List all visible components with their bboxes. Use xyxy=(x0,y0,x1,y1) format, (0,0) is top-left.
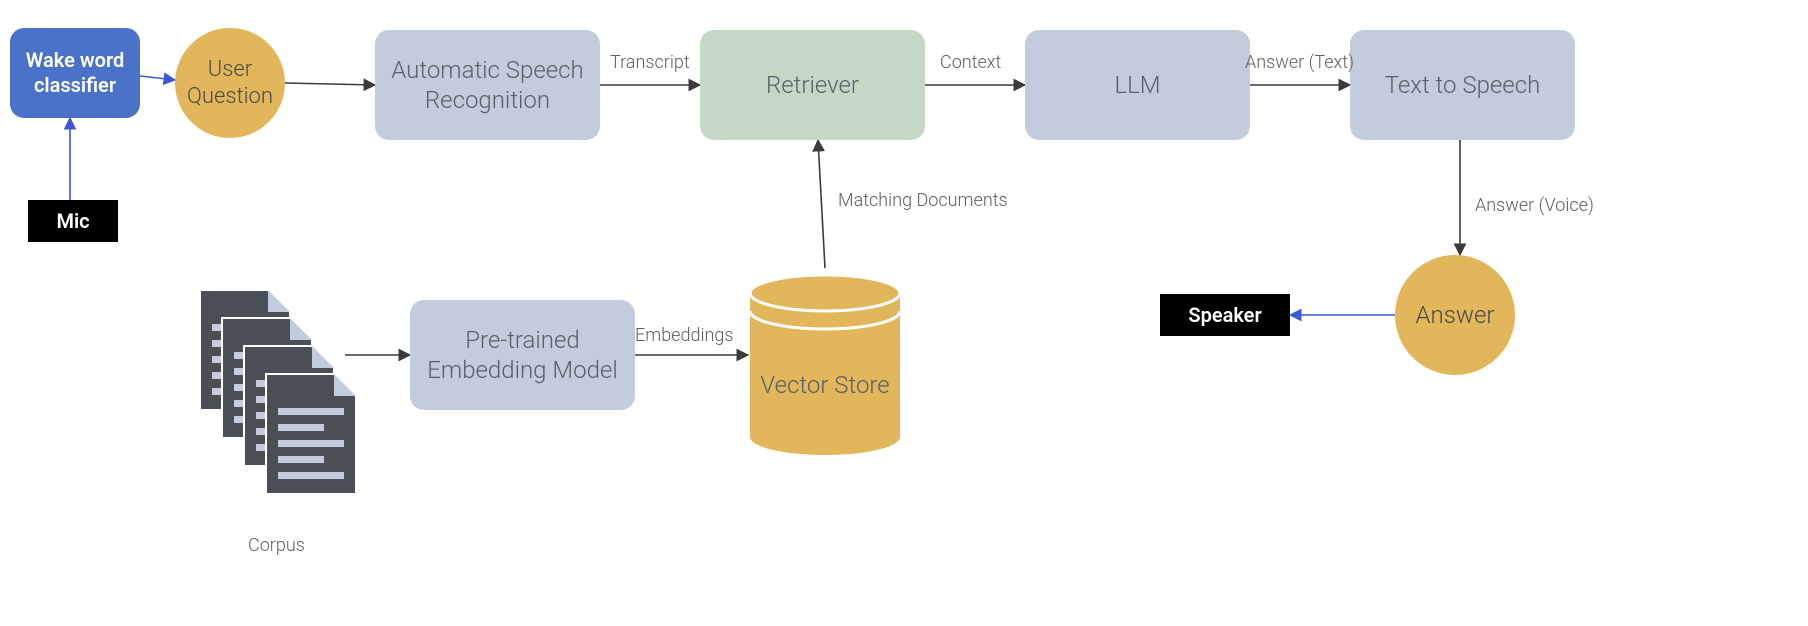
wake-word-classifier-label: Wake word classifier xyxy=(16,48,134,98)
mic-box: Mic xyxy=(28,200,118,242)
vector-store-cylinder xyxy=(750,275,900,455)
tts-box: Text to Speech xyxy=(1350,30,1575,140)
wake-word-classifier-box: Wake word classifier xyxy=(10,28,140,118)
user-question-label: User Question xyxy=(181,56,279,111)
asr-box: Automatic Speech Recognition xyxy=(375,30,600,140)
user-question-circle: User Question xyxy=(175,28,285,138)
retriever-box: Retriever xyxy=(700,30,925,140)
speaker-label: Speaker xyxy=(1188,303,1261,328)
embedding-model-box: Pre-trained Embedding Model xyxy=(410,300,635,410)
tts-label: Text to Speech xyxy=(1385,70,1541,100)
edge-vstore-retr xyxy=(818,140,825,268)
embedding-model-label: Pre-trained Embedding Model xyxy=(416,325,629,385)
llm-label: LLM xyxy=(1114,70,1160,100)
edge-label-llm-tts: Answer (Text) xyxy=(1245,52,1354,73)
answer-circle: Answer xyxy=(1395,255,1515,375)
corpus-documents-icon xyxy=(200,290,356,494)
llm-box: LLM xyxy=(1025,30,1250,140)
speaker-box: Speaker xyxy=(1160,294,1290,336)
asr-label: Automatic Speech Recognition xyxy=(381,55,594,115)
edge-label-retr-llm: Context xyxy=(940,52,1001,73)
edge-wake-userq xyxy=(140,76,175,80)
vector-store-cylinder-label: Vector Store xyxy=(750,315,900,455)
edge-label-asr-retr: Transcript xyxy=(610,52,690,73)
answer-label: Answer xyxy=(1416,300,1495,330)
edge-label-vstore-retr: Matching Documents xyxy=(838,190,1008,211)
retriever-label: Retriever xyxy=(766,70,859,100)
edge-label-tts-answer: Answer (Voice) xyxy=(1475,195,1594,216)
edge-userq-asr xyxy=(285,83,375,85)
edge-label-embm-vstore: Embeddings xyxy=(635,325,734,346)
corpus-caption: Corpus xyxy=(248,535,305,556)
mic-label: Mic xyxy=(56,209,89,234)
vector-store-label: Vector Store xyxy=(760,371,889,399)
